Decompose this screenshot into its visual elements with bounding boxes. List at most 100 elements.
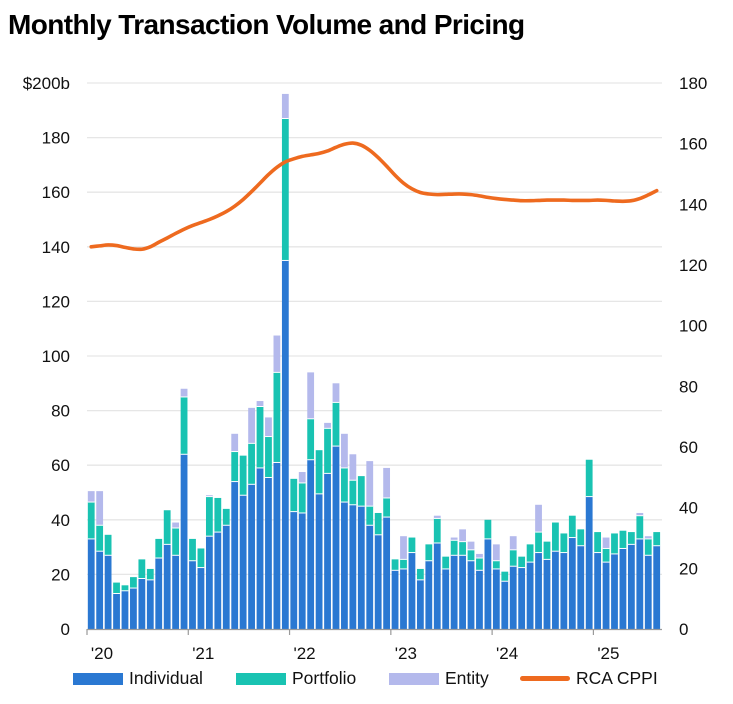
bar-portfolio <box>366 506 374 526</box>
bar-portfolio <box>619 530 627 549</box>
bar-portfolio <box>205 496 213 537</box>
bar-portfolio <box>408 537 416 553</box>
bar-portfolio <box>568 515 576 538</box>
bar-individual <box>509 566 517 629</box>
bar-entity <box>87 491 95 503</box>
bars <box>87 93 661 629</box>
bar-portfolio <box>442 556 450 569</box>
bar-portfolio <box>560 533 568 553</box>
bar-entity <box>349 454 357 481</box>
bar-entity <box>433 515 441 519</box>
bar-portfolio <box>130 577 137 589</box>
legend-label: Individual <box>129 668 203 688</box>
bar-portfolio <box>535 532 542 553</box>
bar-portfolio <box>298 482 306 513</box>
bar-individual <box>425 560 433 629</box>
bar-portfolio <box>307 418 315 460</box>
bar-portfolio <box>87 502 95 539</box>
right-tick-label: 180 <box>679 74 707 93</box>
bar-individual <box>189 560 196 629</box>
legend-item-individual: Individual <box>73 668 203 689</box>
bar-entity <box>265 417 272 437</box>
bar-individual <box>96 551 104 629</box>
bar-entity <box>602 537 610 549</box>
bar-entity <box>172 522 180 528</box>
bar-entity <box>383 467 391 498</box>
bar-portfolio <box>594 532 602 553</box>
bar-portfolio <box>543 541 551 560</box>
bar-portfolio <box>104 534 112 556</box>
bar-portfolio <box>425 544 433 561</box>
bar-portfolio <box>180 396 188 455</box>
bar-individual <box>138 578 146 629</box>
bar-portfolio <box>214 497 222 533</box>
bar-individual <box>87 538 95 629</box>
bar-portfolio <box>636 515 644 539</box>
right-tick-label: 60 <box>679 438 698 457</box>
bar-portfolio <box>248 443 255 485</box>
x-tick-label: '22 <box>293 644 315 663</box>
bar-portfolio <box>492 560 500 569</box>
bar-individual <box>290 511 298 629</box>
bar-entity <box>307 372 315 419</box>
left-tick-label: $200b <box>23 74 70 93</box>
bar-entity <box>476 553 483 559</box>
bar-entity <box>256 401 264 407</box>
bar-individual <box>619 548 627 629</box>
bar-entity <box>459 529 466 542</box>
bar-individual <box>492 568 500 629</box>
left-tick-label: 100 <box>42 347 70 366</box>
bar-individual <box>104 555 112 629</box>
bar-individual <box>256 467 264 629</box>
bar-portfolio <box>189 538 196 561</box>
legend-swatch-portfolio <box>236 672 286 685</box>
bar-individual <box>324 473 331 629</box>
bar-individual <box>366 525 374 629</box>
bar-entity <box>341 433 348 468</box>
bar-individual <box>298 512 306 629</box>
bar-portfolio <box>256 406 264 468</box>
legend: Individual Portfolio Entity RCA CPPI <box>0 668 733 694</box>
bar-individual <box>197 567 205 629</box>
bar-individual <box>273 462 281 629</box>
bar-individual <box>611 553 618 629</box>
bar-entity <box>281 93 289 119</box>
bar-portfolio <box>357 476 365 507</box>
bar-portfolio <box>332 402 340 447</box>
bar-individual <box>315 493 323 629</box>
bar-individual <box>476 570 483 629</box>
bar-individual <box>400 568 407 629</box>
bar-entity <box>467 541 475 550</box>
legend-item-entity: Entity <box>389 668 489 689</box>
bar-portfolio <box>265 436 272 478</box>
bar-portfolio <box>197 548 205 568</box>
bar-individual <box>307 459 315 629</box>
bar-individual <box>281 260 289 629</box>
bar-individual <box>560 552 568 629</box>
bar-individual <box>180 454 188 629</box>
bar-entity <box>231 433 239 452</box>
bar-portfolio <box>391 559 399 571</box>
legend-label: RCA CPPI <box>576 668 658 688</box>
bar-individual <box>526 562 534 629</box>
bar-individual <box>594 552 602 629</box>
bar-portfolio <box>433 518 441 544</box>
bar-portfolio <box>222 508 230 526</box>
bar-individual <box>130 588 137 629</box>
bar-portfolio <box>146 568 154 580</box>
bar-entity <box>332 383 340 403</box>
bar-portfolio <box>577 529 585 546</box>
bar-individual <box>172 555 180 629</box>
bar-portfolio <box>518 556 526 568</box>
left-tick-label: 20 <box>51 565 70 584</box>
left-axis-tick-labels: 0 20 40 60 80 100 120 140 160 180 $200b <box>23 74 70 639</box>
bar-portfolio <box>552 522 559 552</box>
bar-portfolio <box>138 559 146 579</box>
bar-entity <box>273 335 281 373</box>
chart-title: Monthly Transaction Volume and Pricing <box>8 9 525 40</box>
bar-entity <box>636 512 644 516</box>
legend-item-cppi: RCA CPPI <box>520 668 658 689</box>
right-tick-label: 80 <box>679 377 698 396</box>
bar-individual <box>357 506 365 629</box>
bar-individual <box>535 552 542 629</box>
